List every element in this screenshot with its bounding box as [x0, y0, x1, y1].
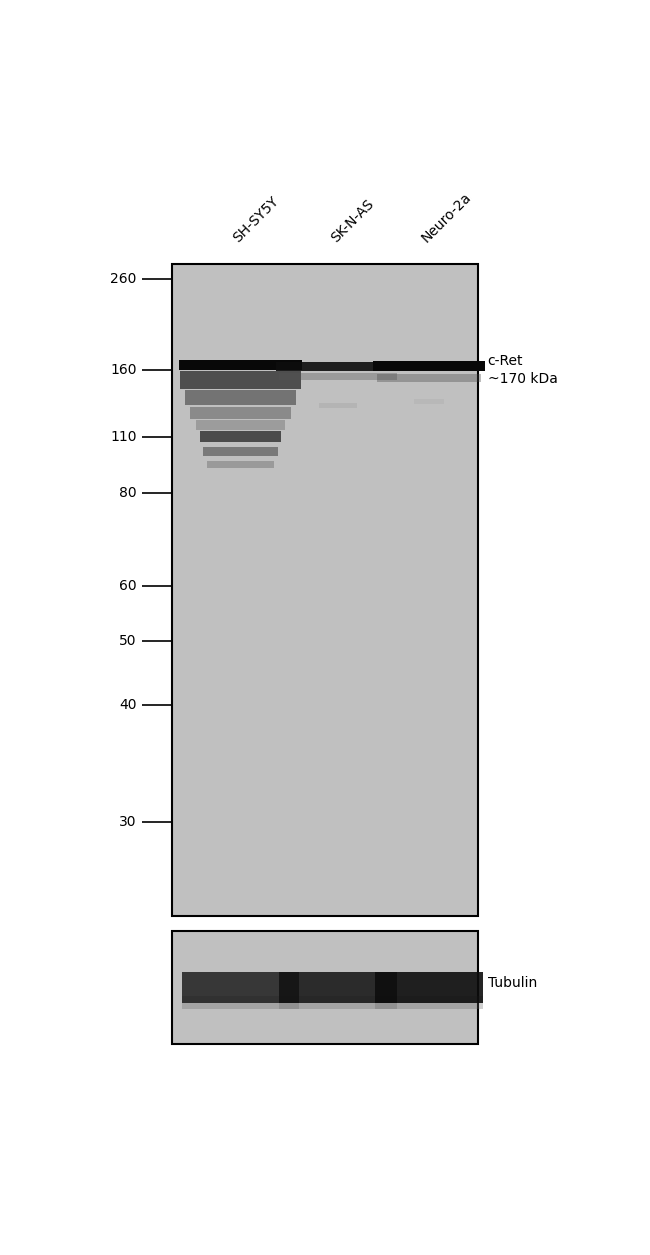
Bar: [376, 374, 482, 382]
Bar: [179, 360, 302, 370]
Bar: [185, 390, 296, 405]
Bar: [280, 971, 396, 1004]
Text: c-Ret
~170 kDa: c-Ret ~170 kDa: [488, 354, 558, 387]
Bar: [182, 971, 299, 1004]
Text: 60: 60: [119, 579, 136, 594]
Bar: [374, 971, 484, 1004]
Bar: [200, 432, 281, 443]
Bar: [190, 407, 291, 419]
Bar: [203, 448, 278, 457]
Text: 80: 80: [119, 486, 136, 501]
Text: 40: 40: [119, 698, 136, 713]
Text: 30: 30: [119, 814, 136, 830]
Bar: [182, 996, 299, 1009]
Bar: [413, 399, 445, 404]
Bar: [276, 363, 400, 371]
Text: 110: 110: [110, 429, 136, 444]
Bar: [320, 403, 356, 408]
Text: 160: 160: [110, 363, 136, 378]
Bar: [172, 931, 478, 1044]
Bar: [196, 420, 285, 430]
Bar: [207, 461, 274, 468]
Bar: [280, 373, 396, 380]
Bar: [280, 996, 396, 1009]
Text: SK-N-AS: SK-N-AS: [328, 196, 376, 245]
Bar: [373, 361, 485, 371]
Text: 50: 50: [119, 634, 136, 649]
Bar: [374, 996, 484, 1009]
Bar: [172, 264, 478, 916]
Text: Tubulin: Tubulin: [488, 975, 537, 990]
Bar: [180, 371, 301, 389]
Text: Neuro-2a: Neuro-2a: [419, 190, 474, 245]
Text: 260: 260: [110, 271, 136, 286]
Text: SH-SY5Y: SH-SY5Y: [231, 193, 281, 245]
